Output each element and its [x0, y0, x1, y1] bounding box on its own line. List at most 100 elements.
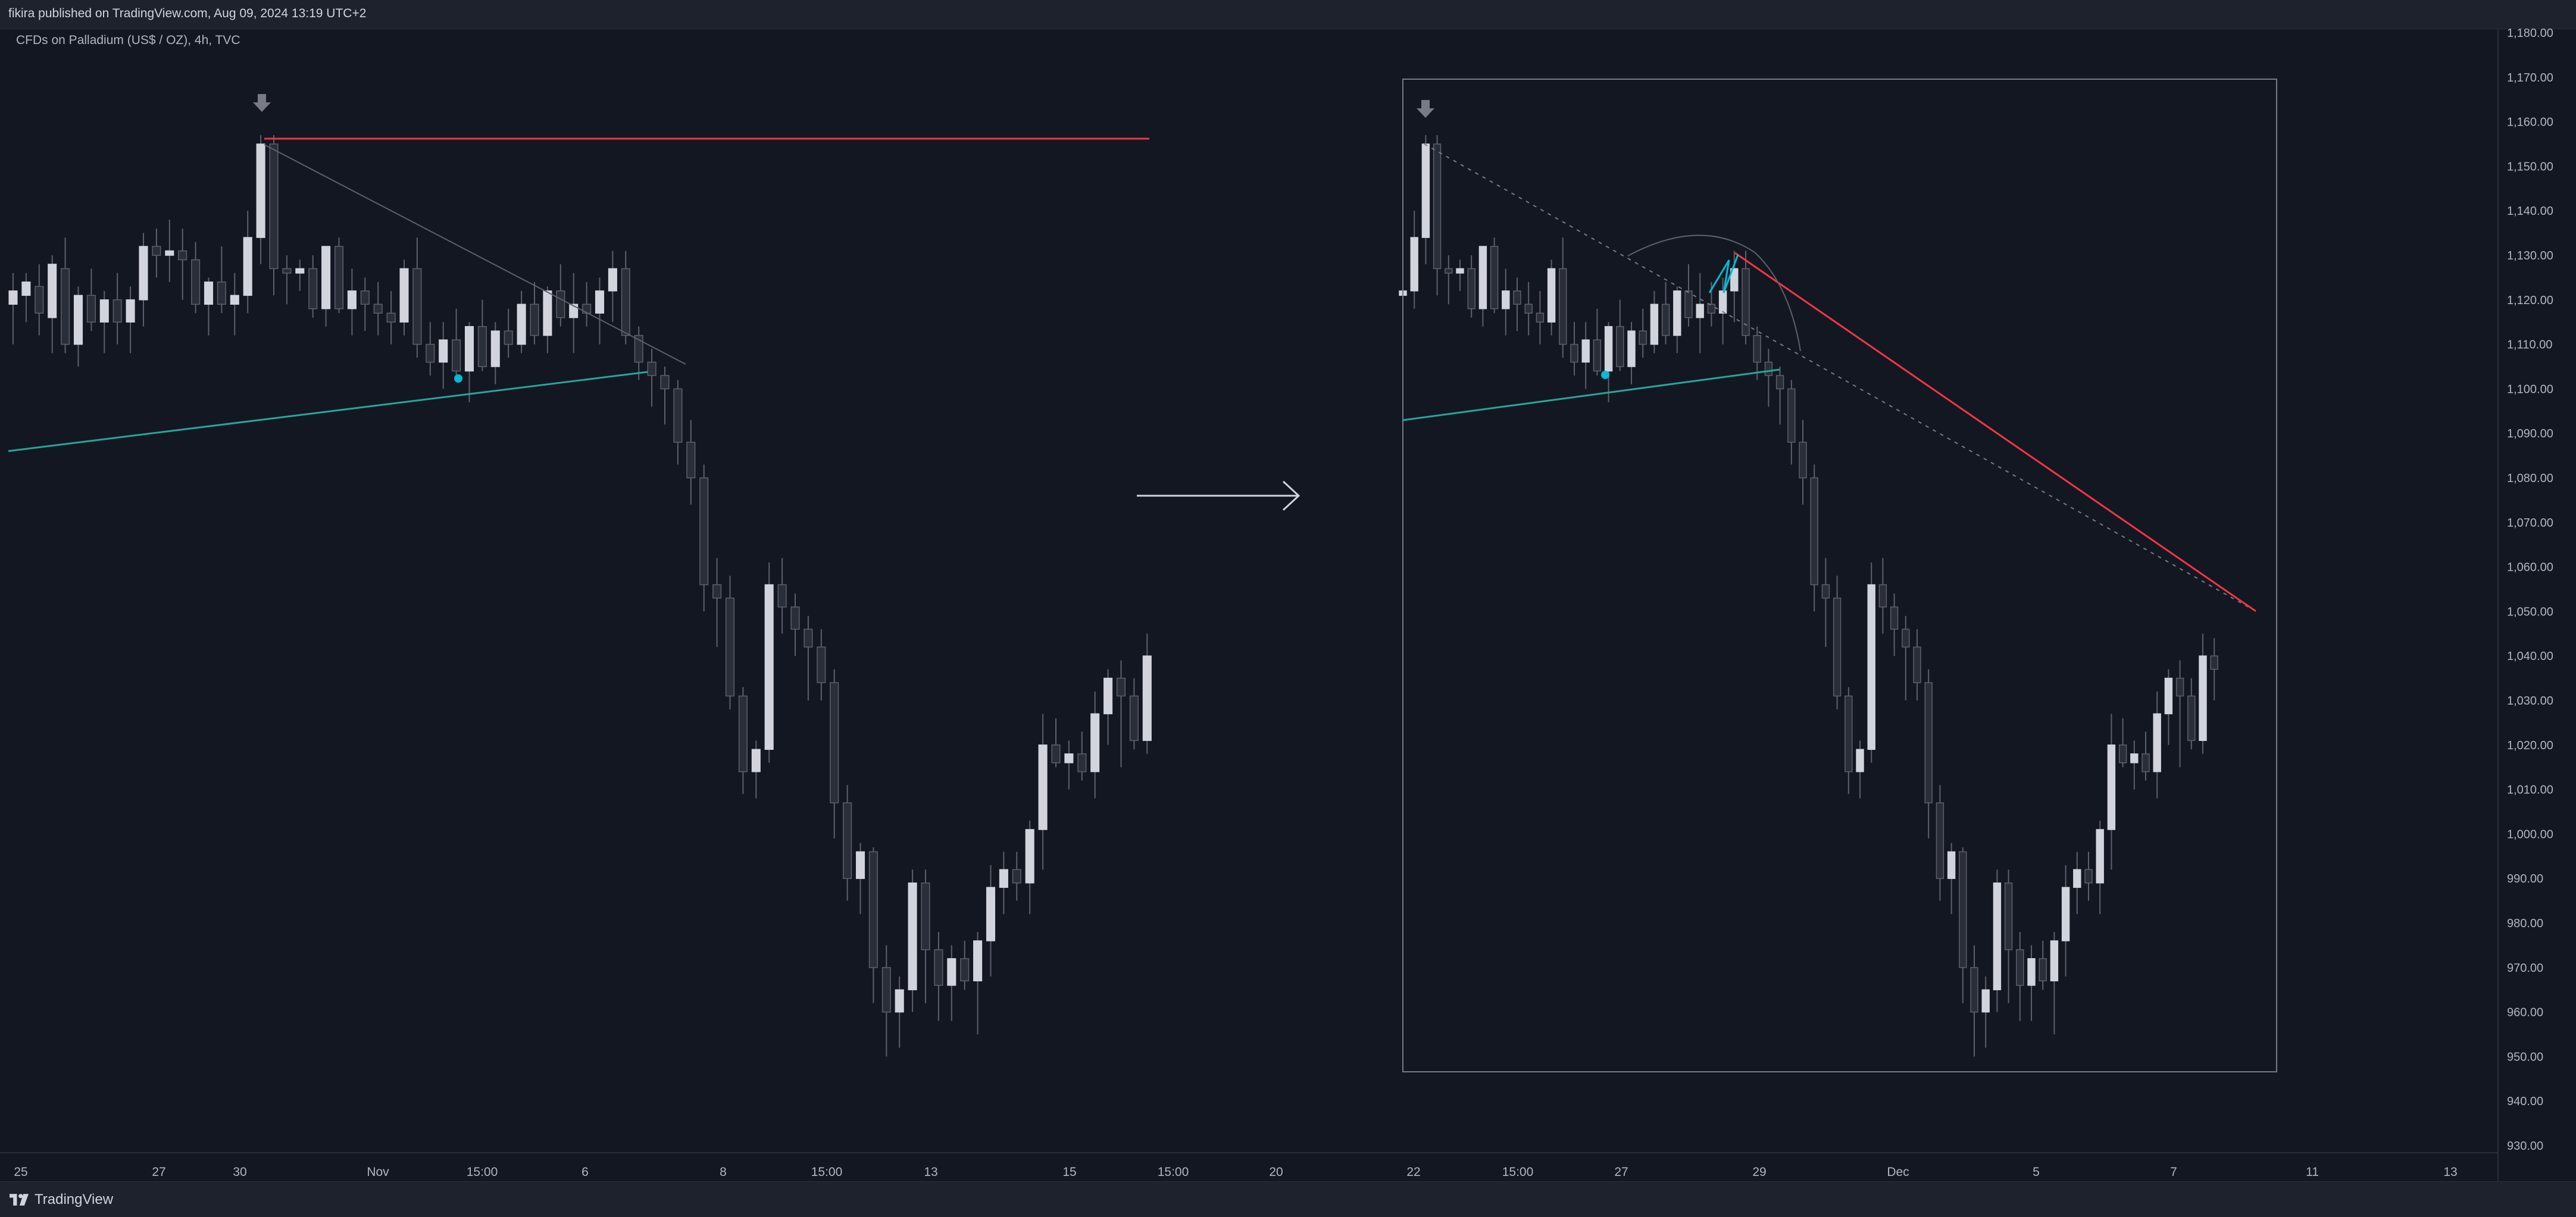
- candle-body: [1064, 753, 1074, 764]
- candle-body: [1581, 339, 1590, 363]
- symbol-legend[interactable]: CFDs on Palladium (US$ / OZ), 4h, TVC: [16, 33, 240, 47]
- candle-body: [1051, 744, 1061, 764]
- candle-body: [843, 802, 852, 879]
- candle-body: [1547, 268, 1556, 323]
- x-tick-label: 8: [720, 1165, 727, 1179]
- candle-body: [1970, 967, 1978, 1013]
- x-tick-label: 11: [2306, 1165, 2319, 1179]
- x-tick-label: 29: [1752, 1165, 1766, 1179]
- dotted-descending-line: [1424, 143, 2256, 612]
- candle-body: [777, 584, 787, 608]
- candle-body: [204, 281, 214, 305]
- x-tick-label: 15:00: [1158, 1165, 1189, 1179]
- x-tick-label: 15: [1062, 1165, 1076, 1179]
- x-tick-label: Dec: [1887, 1165, 1909, 1179]
- publish-header: fikira published on TradingView.com, Aug…: [0, 0, 2576, 29]
- down-arrow-icon: [253, 94, 271, 112]
- candle-body: [99, 299, 109, 323]
- candle-body: [1038, 744, 1048, 830]
- candle-body: [112, 299, 122, 323]
- candle-body: [1902, 628, 1910, 647]
- candle-body: [426, 343, 435, 363]
- y-tick-label: 1,180.00: [2507, 27, 2553, 40]
- candle-body: [1025, 829, 1034, 884]
- tradingview-logo-icon: [10, 1194, 29, 1206]
- x-tick-label: 6: [582, 1165, 589, 1179]
- y-tick-label: 990.00: [2507, 872, 2543, 886]
- candle-body: [764, 584, 774, 750]
- candle-body: [1129, 695, 1139, 742]
- arc-shape: [1627, 234, 1801, 352]
- down-arrow-icon: [1417, 100, 1434, 118]
- candle-body: [556, 290, 565, 318]
- y-tick-label: 980.00: [2507, 917, 2543, 930]
- candle-body: [243, 237, 252, 296]
- candle-body: [804, 628, 813, 647]
- x-tick-label: 20: [1269, 1165, 1283, 1179]
- y-tick-label: 1,000.00: [2507, 828, 2553, 841]
- candle-body: [1650, 304, 1659, 345]
- candle-body: [282, 268, 292, 274]
- time-axis[interactable]: [0, 1152, 2497, 1182]
- candle-body: [881, 967, 891, 1013]
- marker-dot: [1601, 371, 1609, 379]
- candle-body: [73, 295, 83, 345]
- candle-body: [699, 477, 709, 586]
- marker-dot: [454, 374, 462, 383]
- publish-line: fikira published on TradingView.com, Aug…: [8, 7, 367, 20]
- y-tick-label: 1,060.00: [2507, 561, 2553, 574]
- candle-body: [2118, 744, 2127, 764]
- candle-body: [308, 268, 318, 309]
- candle-body: [660, 375, 670, 390]
- price-axis[interactable]: [2497, 29, 2576, 1181]
- x-tick-label: 27: [152, 1165, 165, 1179]
- candle-body: [2050, 940, 2059, 981]
- candle-body: [1696, 304, 1704, 318]
- y-tick-label: 1,140.00: [2507, 205, 2553, 218]
- tradingview-logo[interactable]: TradingView: [10, 1191, 113, 1208]
- candle-body: [217, 281, 226, 305]
- candle-body: [725, 597, 735, 697]
- candle-body: [412, 268, 422, 345]
- candle-body: [530, 304, 539, 336]
- candle-body: [1456, 268, 1464, 274]
- x-tick-label: 13: [2443, 1165, 2457, 1179]
- candle-body: [1775, 375, 1784, 390]
- candle-body: [569, 304, 579, 318]
- candle-body: [490, 330, 500, 367]
- candle-body: [934, 949, 943, 986]
- chart-pane[interactable]: [0, 29, 2497, 1181]
- candle-body: [360, 290, 370, 305]
- x-tick-label: 7: [2170, 1165, 2177, 1179]
- candle-body: [2142, 753, 2150, 772]
- candle-body: [2199, 655, 2207, 742]
- zigzag-pattern: [1708, 254, 1739, 293]
- candle-body: [321, 246, 331, 309]
- candle-body: [608, 268, 617, 292]
- candle-body: [126, 299, 135, 323]
- brand-name: TradingView: [35, 1191, 114, 1207]
- candle-body: [1833, 597, 1842, 697]
- candle-body: [1478, 246, 1487, 309]
- candle-body: [1142, 655, 1152, 742]
- candle-body: [2153, 713, 2161, 772]
- candle-body: [2187, 695, 2196, 742]
- rising-trend-line: [1402, 368, 1780, 421]
- y-tick-label: 1,120.00: [2507, 294, 2553, 307]
- candle-body: [1090, 713, 1100, 772]
- candle-body: [399, 268, 409, 323]
- candle-body: [1753, 334, 1761, 363]
- y-tick-label: 1,040.00: [2507, 650, 2553, 663]
- y-tick-label: 1,130.00: [2507, 249, 2553, 262]
- candle-body: [178, 250, 187, 261]
- candle-body: [751, 749, 761, 772]
- x-tick-label: 15:00: [811, 1165, 843, 1179]
- candle-body: [921, 882, 930, 950]
- candle-body: [1502, 290, 1510, 309]
- candle-body: [1673, 290, 1681, 336]
- candle-body: [1981, 989, 1990, 1013]
- candle-body: [1810, 477, 1818, 586]
- y-tick-label: 930.00: [2507, 1140, 2543, 1153]
- candle-body: [464, 326, 474, 372]
